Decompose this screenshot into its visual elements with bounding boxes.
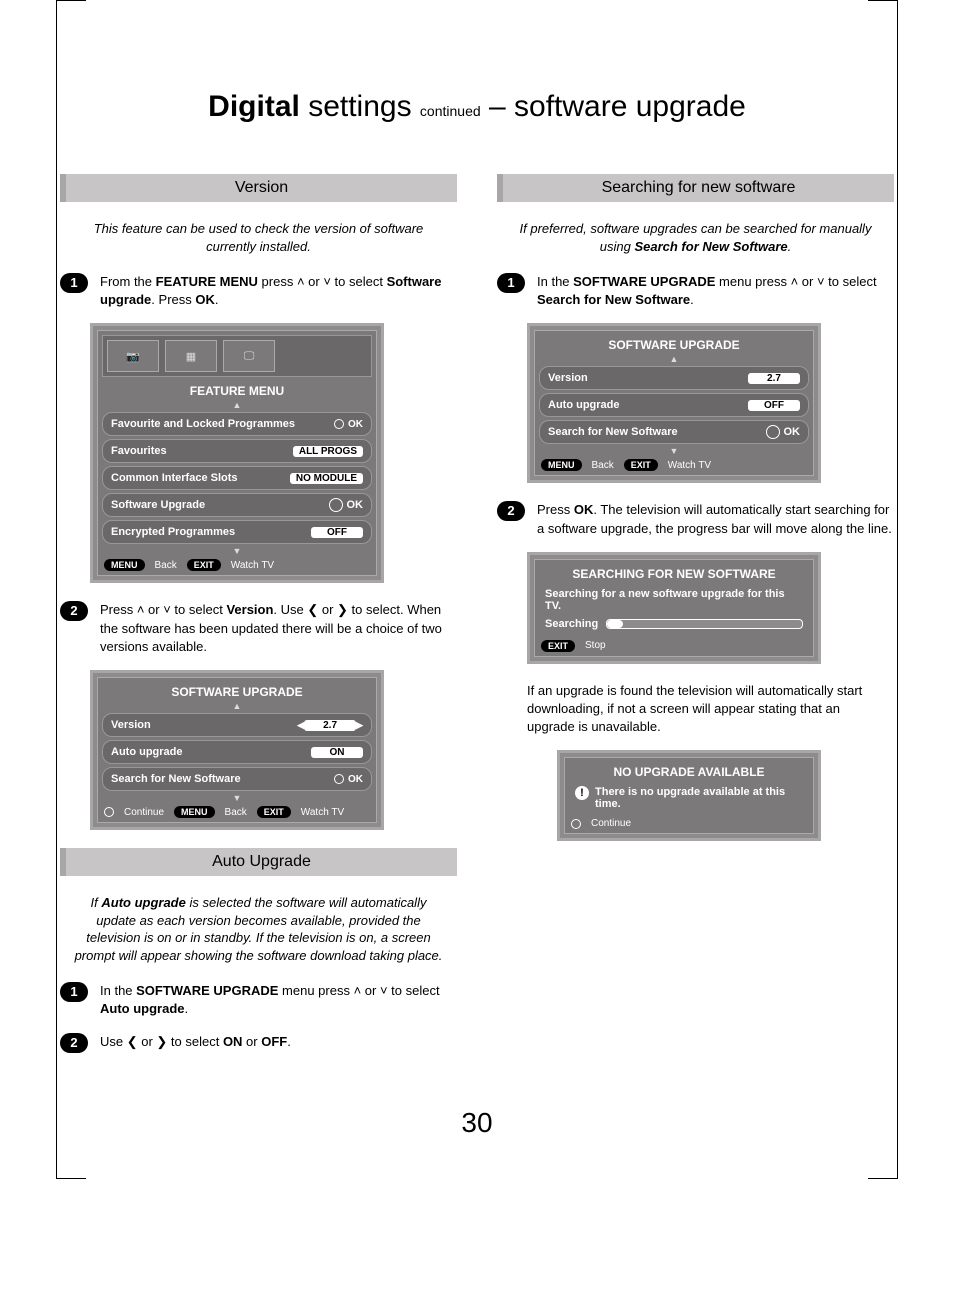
title-dash: – [489,90,506,123]
step-text: From the FEATURE MENU press ˄ or ˅ to se… [100,273,457,309]
osd-searching: SEARCHING FOR NEW SOFTWARE Searching for… [527,552,821,664]
step-text: Use ❮ or ❯ to select ON or OFF. [100,1033,457,1053]
step-text: Press ˄ or ˅ to select Version. Use ❮ or… [100,601,457,656]
chevron-up-icon: ▲ [102,702,372,710]
exit-pill: EXIT [624,459,658,471]
camera-icon: 📷 [107,340,159,372]
osd-footer: MENU Back EXIT Watch TV [539,455,809,471]
search-para: If an upgrade is found the television wi… [527,682,864,737]
chevron-right-icon: ▶ [356,720,363,731]
auto-intro: If Auto upgrade is selected the software… [70,894,447,964]
version-intro: This feature can be used to check the ve… [70,220,447,255]
osd-footer: EXIT Stop [539,636,809,652]
left-column: Version This feature can be used to chec… [60,164,457,1067]
step: 2 Press ˄ or ˅ to select Version. Use ❮ … [60,601,457,656]
progress-bar [606,619,803,629]
osd-software-upgrade: SOFTWARE UPGRADE ▲ Version ◀ 2.7 ▶ Auto … [90,670,384,830]
search-intro: If preferred, software upgrades can be s… [507,220,884,255]
exit-pill: EXIT [187,559,221,571]
chevron-left-icon: ◀ [297,720,304,731]
title-cont: continued [420,103,481,119]
chevron-down-icon: ▼ [102,547,372,555]
osd-row: Search for New Software OK [102,767,372,791]
bullet-icon [104,807,114,817]
crop-mark [56,0,57,1179]
bullet-icon [571,819,581,829]
step: 1 In the SOFTWARE UPGRADE menu press ˄ o… [60,982,457,1018]
columns: Version This feature can be used to chec… [60,164,894,1067]
osd-row: Favourite and Locked Programmes OK [102,412,372,436]
step-number-badge: 2 [497,501,525,521]
chevron-up-icon: ▲ [102,401,372,409]
menu-pill: MENU [174,806,215,818]
bullet-icon [334,419,344,429]
osd-row: Auto upgrade OFF [539,393,809,417]
step-text: Press OK. The television will automatica… [537,501,894,537]
step-number-badge: 2 [60,1033,88,1053]
progress-fill [607,620,623,628]
osd-row: Search for New Software OK [539,420,809,444]
step-text: In the SOFTWARE UPGRADE menu press ˄ or … [100,982,457,1018]
osd-row: Encrypted Programmes OFF [102,520,372,544]
title-part3: software upgrade [514,90,746,123]
osd-row: Version ◀ 2.7 ▶ [102,713,372,737]
step-number-badge: 1 [60,273,88,293]
step: 2 Use ❮ or ❯ to select ON or OFF. [60,1033,457,1053]
osd-title: FEATURE MENU [102,381,372,401]
osd-row: Version 2.7 [539,366,809,390]
osd-msg: ! There is no upgrade available at this … [569,782,809,814]
osd-footer: Continue MENU Back EXIT Watch TV [102,802,372,818]
bullet-icon [334,774,344,784]
progress-row: Searching [539,616,809,636]
tuner-icon: ▦ [165,340,217,372]
section-header-auto: Auto Upgrade [60,848,457,876]
osd-row: Software Upgrade OK [102,493,372,517]
osd-title: SOFTWARE UPGRADE [102,682,372,702]
osd-row: Common Interface Slots NO MODULE [102,466,372,490]
nav-icon [766,425,780,439]
exit-pill: EXIT [541,640,575,652]
osd-title: NO UPGRADE AVAILABLE [569,762,809,782]
exit-pill: EXIT [257,806,291,818]
chevron-down-icon: ▼ [102,794,372,802]
nav-icon [329,498,343,512]
step: 1 From the FEATURE MENU press ˄ or ˅ to … [60,273,457,309]
step-number-badge: 1 [60,982,88,1002]
osd-no-upgrade: NO UPGRADE AVAILABLE ! There is no upgra… [557,750,821,841]
osd-row: Favourites ALL PROGS [102,439,372,463]
osd-title: SOFTWARE UPGRADE [539,335,809,355]
osd-row: Auto upgrade ON [102,740,372,764]
osd-software-upgrade: SOFTWARE UPGRADE ▲ Version 2.7 Auto upgr… [527,323,821,483]
osd-footer: Continue [569,814,809,829]
page-number: 30 [60,1107,894,1139]
right-column: Searching for new software If preferred,… [497,164,894,1067]
osd-feature-menu: 📷 ▦ 🖵 FEATURE MENU ▲ Favourite and Locke… [90,323,384,583]
menu-pill: MENU [104,559,145,571]
osd-footer: MENU Back EXIT Watch TV [102,555,372,571]
page: Digital settings continued – software up… [0,0,954,1179]
page-title: Digital settings continued – software up… [60,90,894,124]
section-header-version: Version [60,174,457,202]
title-part2: settings [308,90,411,123]
info-icon: ! [575,786,589,800]
step-text: In the SOFTWARE UPGRADE menu press ˄ or … [537,273,894,309]
title-part1: Digital [208,90,300,123]
step-number-badge: 1 [497,273,525,293]
chevron-down-icon: ▼ [539,447,809,455]
crop-mark [897,0,898,1179]
step: 1 In the SOFTWARE UPGRADE menu press ˄ o… [497,273,894,309]
step-number-badge: 2 [60,601,88,621]
osd-msg: Searching for a new software upgrade for… [539,584,809,616]
osd-title: SEARCHING FOR NEW SOFTWARE [539,564,809,584]
tv-icon: 🖵 [223,340,275,372]
osd-icon-row: 📷 ▦ 🖵 [102,335,372,377]
section-header-search: Searching for new software [497,174,894,202]
chevron-up-icon: ▲ [539,355,809,363]
menu-pill: MENU [541,459,582,471]
step: 2 Press OK. The television will automati… [497,501,894,537]
